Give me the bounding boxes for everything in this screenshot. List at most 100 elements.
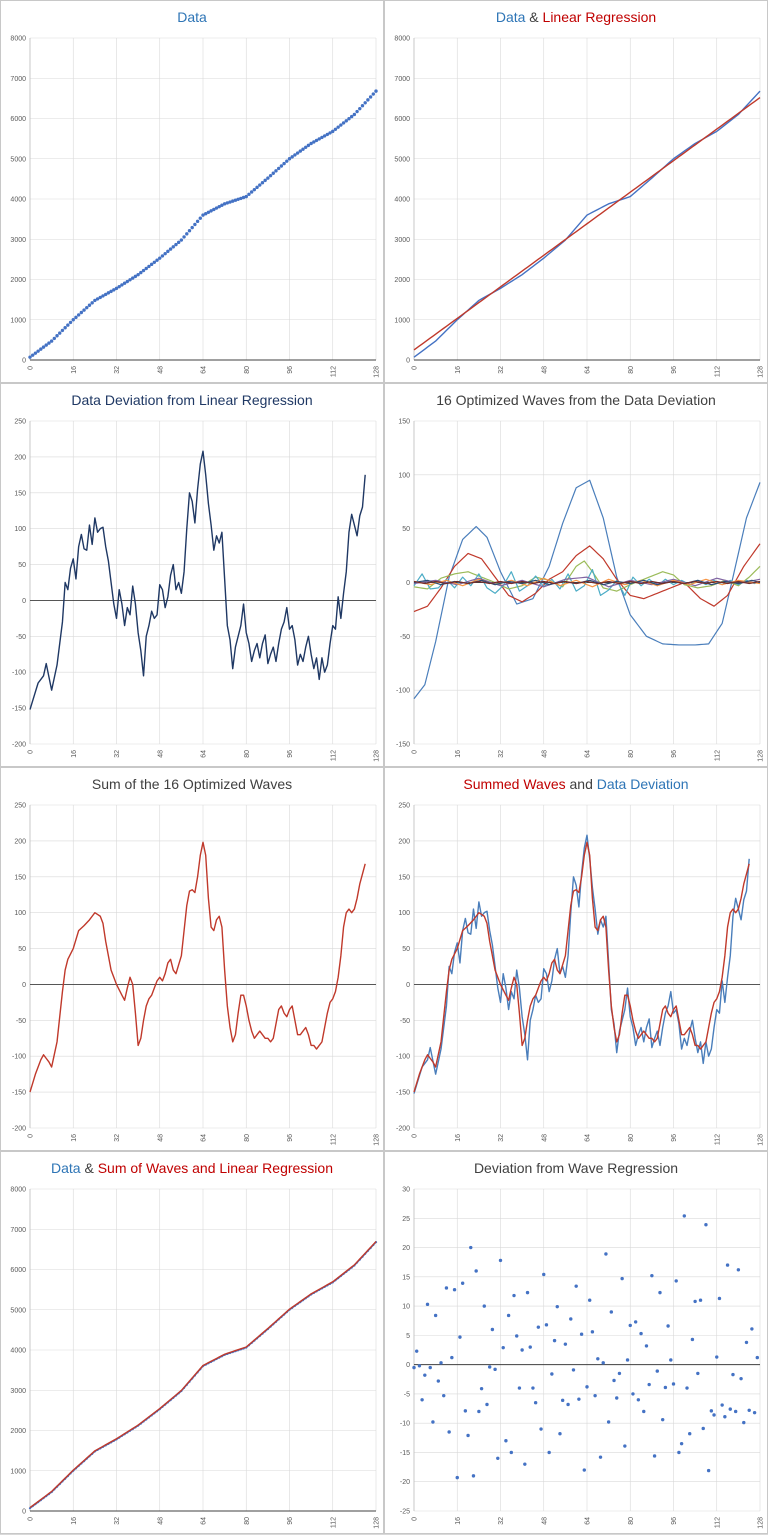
x-tick-label: 32	[498, 750, 505, 758]
x-tick-label: 96	[671, 366, 678, 374]
data-point	[728, 1407, 732, 1411]
chart-panel-sum-of-waves: Sum of the 16 Optimized Waves -200 -150 -1…	[0, 767, 384, 1151]
x-tick-label: 64	[585, 366, 592, 374]
chart-svg: -200 -150 -100 -50 0 50 100 150 200 250 0 16 32 48 64 8…	[12, 803, 381, 1146]
data-point	[93, 298, 97, 303]
data-point	[693, 1299, 697, 1304]
x-tick-label: 48	[157, 1134, 164, 1142]
data-point	[663, 1385, 668, 1390]
data-point	[744, 1340, 749, 1345]
data-point	[163, 251, 167, 256]
x-tick-label: 64	[201, 750, 208, 758]
title-part: Summed Waves	[463, 776, 566, 792]
data-point	[644, 1344, 649, 1348]
data-point	[182, 235, 186, 239]
data-point	[490, 1327, 495, 1332]
data-point	[117, 284, 121, 289]
data-point	[555, 1304, 559, 1309]
data-point	[63, 326, 67, 330]
y-tick-label: 6000	[394, 116, 410, 123]
data-point	[598, 1455, 603, 1459]
data-point	[120, 283, 124, 287]
series-line	[29, 450, 366, 710]
data-point	[709, 1409, 714, 1413]
y-tick-label: 200	[14, 838, 26, 845]
x-tick-label: 32	[114, 750, 121, 758]
data-point	[322, 134, 327, 138]
data-point	[131, 276, 135, 280]
y-tick-label: 50	[402, 526, 410, 533]
data-point	[214, 206, 219, 210]
x-tick-label: 64	[201, 366, 208, 374]
data-point	[474, 1269, 478, 1273]
data-point	[690, 1337, 695, 1342]
x-tick-label: 128	[374, 1517, 381, 1529]
chart-panel-optimized-waves: 16 Optimized Waves from the Data Deviati…	[384, 383, 768, 767]
x-tick-label: 96	[671, 1134, 678, 1142]
data-point	[658, 1290, 662, 1295]
data-point	[439, 1361, 443, 1365]
y-tick-label: 150	[398, 874, 410, 881]
y-tick-label: 1000	[10, 1468, 26, 1475]
data-point	[725, 1263, 730, 1267]
y-tick-label: -200	[396, 1126, 410, 1133]
x-tick-label: 128	[758, 1517, 765, 1529]
chart-svg: 0 1000 2000 3000 4000 5000 6000 7000 8000 0 16 32 48…	[10, 1187, 381, 1529]
x-tick-label: 0	[28, 1517, 35, 1521]
y-tick-label: 30	[402, 1187, 410, 1194]
data-point	[147, 264, 151, 269]
data-point	[155, 258, 159, 262]
chart-svg: -200 -150 -100 -50 0 50 100 150 200 250 0 16 32 48 64 8…	[12, 419, 381, 762]
x-tick-label: 16	[455, 1134, 462, 1142]
x-tick-label: 80	[244, 366, 251, 374]
y-tick-label: 100	[14, 910, 26, 917]
data-point	[423, 1373, 427, 1377]
data-point	[282, 161, 286, 166]
data-point	[41, 345, 46, 349]
data-point	[28, 355, 32, 359]
data-point	[112, 288, 116, 292]
title-part: 16 Optimized Waves from the Data Deviati…	[436, 392, 716, 408]
data-point	[723, 1415, 727, 1419]
y-tick-label: 7000	[10, 1227, 26, 1234]
series-line	[413, 560, 761, 592]
y-tick-label: 250	[398, 803, 410, 810]
data-point	[158, 256, 162, 260]
data-point	[415, 1349, 419, 1353]
data-point	[458, 1335, 462, 1339]
y-tick-label: 150	[14, 490, 26, 497]
data-point	[217, 204, 221, 209]
chart-svg: -200 -150 -100 -50 0 50 100 150 200 250 0 16 32 48 64 8…	[396, 803, 765, 1146]
title-part: Linear Regression	[542, 9, 657, 25]
data-point	[209, 209, 213, 213]
x-tick-label: 112	[714, 750, 721, 761]
data-point	[247, 192, 251, 196]
x-tick-label: 16	[455, 1517, 462, 1525]
data-point	[485, 1402, 489, 1407]
y-tick-label: 15	[402, 1274, 410, 1281]
data-point	[331, 129, 335, 134]
y-tick-label: 50	[18, 946, 26, 953]
y-tick-label: -100	[12, 1054, 26, 1061]
data-point	[544, 1323, 549, 1327]
data-point	[82, 308, 86, 312]
data-point	[636, 1398, 641, 1402]
data-point	[647, 1382, 651, 1387]
data-point	[625, 1358, 630, 1362]
x-tick-label: 80	[628, 1517, 635, 1525]
data-point	[460, 1281, 465, 1285]
x-tick-label: 16	[71, 1517, 78, 1525]
x-tick-label: 0	[28, 366, 35, 370]
data-point	[577, 1397, 581, 1401]
y-tick-label: 25	[402, 1216, 410, 1223]
y-tick-label: 150	[14, 874, 26, 881]
x-tick-label: 112	[714, 366, 721, 377]
data-point	[477, 1409, 481, 1414]
data-point	[739, 1376, 743, 1381]
data-point	[539, 1427, 543, 1431]
x-tick-label: 80	[628, 366, 635, 374]
y-tick-label: 0	[406, 358, 410, 365]
chart-panel-deviation-from-wave-regression: Deviation from Wave Regression -25 -20 -15…	[384, 1151, 768, 1534]
data-point	[552, 1338, 557, 1343]
data-point	[755, 1355, 759, 1360]
